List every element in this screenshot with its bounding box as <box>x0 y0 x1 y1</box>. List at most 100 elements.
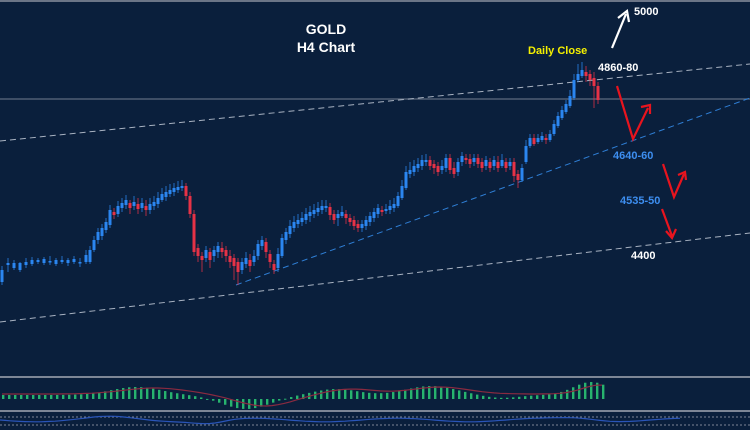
candlestick-series <box>0 62 600 285</box>
candle <box>92 240 96 250</box>
candle <box>308 212 312 216</box>
target-5000-label: 5000 <box>634 6 659 18</box>
candle <box>416 164 420 168</box>
candle <box>396 196 400 206</box>
candle <box>304 214 308 220</box>
candle <box>48 261 52 263</box>
candle <box>216 246 220 252</box>
candle <box>508 162 512 166</box>
candle <box>368 216 372 222</box>
candle <box>240 262 244 270</box>
candle <box>88 250 92 262</box>
candle <box>448 158 452 170</box>
candle <box>336 214 340 218</box>
candle <box>440 166 444 170</box>
candle <box>460 156 464 162</box>
candle <box>30 260 34 264</box>
upper-channel-line <box>0 63 750 142</box>
candle <box>544 138 548 140</box>
candle <box>6 263 10 265</box>
red-projection-arrow-1 <box>615 85 652 143</box>
chart-title: GOLD <box>305 21 347 37</box>
candle <box>204 250 208 258</box>
red-down-arrow-icon <box>660 208 678 241</box>
lower-channel-line <box>0 232 750 323</box>
candle <box>452 168 456 174</box>
candle <box>54 260 58 264</box>
candle <box>42 259 46 263</box>
candle <box>232 258 236 266</box>
candle <box>288 226 292 234</box>
candle <box>132 202 136 206</box>
candle <box>552 124 556 134</box>
candle <box>344 214 348 218</box>
candle <box>492 160 496 166</box>
candle <box>320 206 324 210</box>
candle <box>116 206 120 214</box>
candle <box>196 248 200 256</box>
candle <box>72 259 76 262</box>
candle <box>184 186 188 196</box>
candle <box>316 208 320 212</box>
candle <box>400 186 404 198</box>
candle <box>244 258 248 264</box>
candle <box>156 198 160 204</box>
candle <box>556 116 560 126</box>
candle <box>484 160 488 166</box>
candle <box>420 160 424 166</box>
resistance-4860-80-label: 4860-80 <box>598 62 639 74</box>
candle <box>284 232 288 240</box>
candle <box>580 70 584 76</box>
candle <box>356 224 360 228</box>
candle <box>292 222 296 228</box>
candle <box>168 190 172 194</box>
candle <box>236 262 240 272</box>
candle <box>372 212 376 218</box>
candle <box>276 254 280 268</box>
candle <box>144 206 148 210</box>
candle <box>376 208 380 214</box>
candle <box>464 158 468 160</box>
candle <box>124 200 128 205</box>
candle <box>472 158 476 162</box>
candle <box>188 196 192 214</box>
candle <box>528 138 532 146</box>
candle <box>404 172 408 188</box>
candle <box>504 162 508 168</box>
candle <box>540 136 544 140</box>
candle <box>444 158 448 168</box>
candle <box>332 214 336 220</box>
candle <box>380 210 384 212</box>
candle <box>280 238 284 256</box>
candle <box>408 170 412 174</box>
candle <box>152 202 156 206</box>
support-4535-50-label: 4535-50 <box>620 195 661 207</box>
candle <box>60 260 64 262</box>
candle <box>248 260 252 266</box>
candle <box>260 240 264 246</box>
candle <box>364 220 368 226</box>
candle <box>516 174 520 180</box>
candle <box>328 207 332 215</box>
candle <box>148 204 152 210</box>
candle <box>456 162 460 172</box>
candle <box>348 218 352 222</box>
candle <box>78 262 82 264</box>
candle <box>268 254 272 262</box>
candle <box>96 232 100 240</box>
candle <box>520 168 524 180</box>
candle <box>588 74 592 80</box>
candle <box>572 80 576 98</box>
candle <box>512 162 516 176</box>
top-border <box>0 0 750 2</box>
candle <box>384 209 388 211</box>
chart-subtitle: H4 Chart <box>296 39 356 55</box>
macd-histogram <box>2 382 605 409</box>
candle <box>212 250 216 256</box>
candle <box>548 134 552 140</box>
candle <box>136 204 140 209</box>
candle <box>140 203 144 208</box>
candle <box>224 250 228 256</box>
